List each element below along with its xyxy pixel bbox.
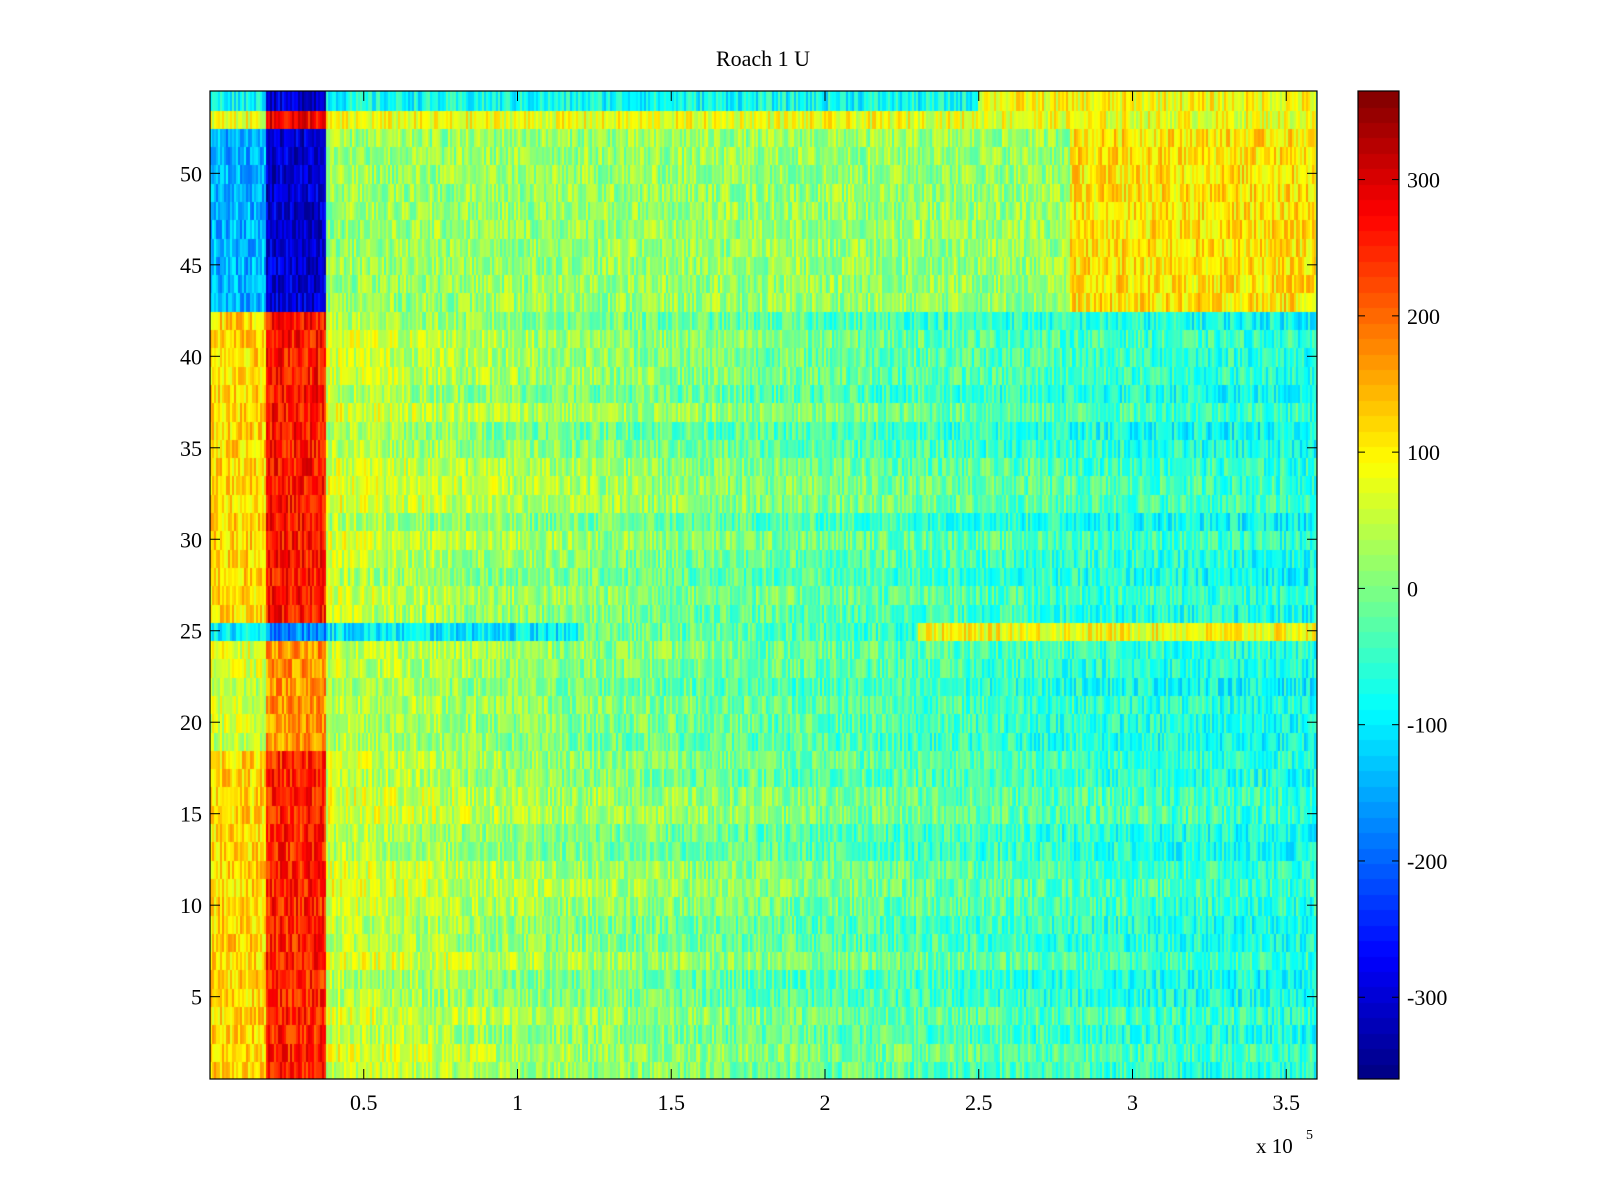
x-tick-label: 1 xyxy=(512,1090,523,1115)
colorbar-tick-label: -200 xyxy=(1407,849,1447,874)
colorbar-tick-label: -300 xyxy=(1407,985,1447,1010)
x-tick-label: 2.5 xyxy=(965,1090,993,1115)
chart-title: Roach 1 U xyxy=(716,46,810,71)
plot-axes-box xyxy=(209,90,1318,1080)
colorbar-tick-label: 0 xyxy=(1407,576,1418,601)
x-scale-label: x 10 xyxy=(1256,1134,1293,1158)
x-scale-exponent: 5 xyxy=(1306,1128,1313,1143)
heatmap-image xyxy=(210,91,1317,1079)
colorbar-tick-label: 200 xyxy=(1407,304,1440,329)
x-axis: 0.5 1 1.5 2 2.5 3 3.5 xyxy=(350,91,1300,1115)
colorbar-axis: 300 200 100 0 -100 -200 -300 xyxy=(1358,168,1447,1010)
x-tick-label: 3 xyxy=(1127,1090,1138,1115)
x-tick-label: 0.5 xyxy=(350,1090,378,1115)
y-tick-label: 45 xyxy=(180,253,202,278)
y-tick-label: 35 xyxy=(180,436,202,461)
y-tick-label: 20 xyxy=(180,710,202,735)
y-tick-label: 5 xyxy=(191,985,202,1010)
colorbar-tick-label: 300 xyxy=(1407,168,1440,193)
colorbar-tick-label: -100 xyxy=(1407,713,1447,738)
y-tick-label: 15 xyxy=(180,802,202,827)
y-tick-label: 50 xyxy=(180,161,202,186)
x-tick-label: 3.5 xyxy=(1273,1090,1301,1115)
y-tick-label: 25 xyxy=(180,619,202,644)
x-axis-scale-factor: x 10 5 xyxy=(1256,1128,1313,1158)
x-tick-label: 1.5 xyxy=(658,1090,686,1115)
y-tick-label: 10 xyxy=(180,893,202,918)
colorbar-frame xyxy=(1357,90,1400,1080)
colorbar-gradient xyxy=(1358,91,1399,1079)
y-tick-label: 40 xyxy=(180,344,202,369)
y-tick-label: 30 xyxy=(180,527,202,552)
y-axis: 5 10 15 20 25 30 35 40 45 50 xyxy=(180,161,1317,1010)
x-tick-label: 2 xyxy=(820,1090,831,1115)
colorbar-tick-label: 100 xyxy=(1407,440,1440,465)
